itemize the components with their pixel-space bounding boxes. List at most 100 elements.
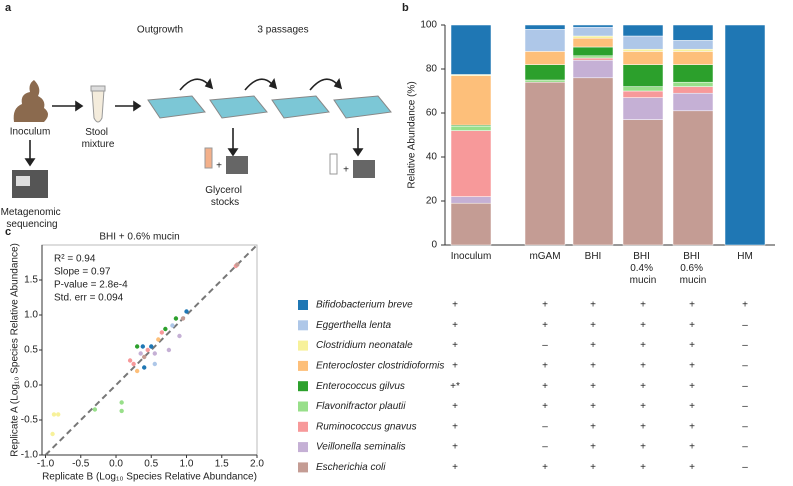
bar-segment — [572, 46, 614, 57]
legend-swatch — [298, 381, 308, 392]
legend-swatch — [298, 401, 308, 412]
legend-label: Ruminococcus gnavus — [316, 421, 417, 432]
y-tick-label: 0.0 — [24, 380, 38, 391]
panel-label: b — [402, 2, 409, 14]
point — [92, 407, 98, 412]
bar-segment — [524, 64, 566, 81]
presence-cell: + — [640, 442, 646, 453]
presence-cell: + — [542, 300, 548, 311]
legend-label: Escherichia coli — [316, 462, 386, 473]
legend-swatch — [298, 442, 308, 453]
tube-cap — [90, 85, 106, 92]
annotation: Std. err = 0.094 — [54, 293, 124, 304]
annotation: P-value = 2.8e-4 — [54, 280, 128, 291]
presence-cell: – — [742, 381, 748, 392]
bar-segment — [450, 125, 492, 131]
y-tick-label: 1.5 — [24, 275, 38, 286]
label: + — [216, 161, 222, 172]
presence-cell: + — [689, 462, 695, 473]
x-tick-label: 1.0 — [180, 459, 194, 470]
bar-segment — [622, 48, 664, 52]
presence-cell: +* — [450, 381, 460, 392]
x-tick-label: BHI 0.4% mucin — [630, 251, 657, 286]
bar-segment — [450, 130, 492, 197]
bar-segment — [450, 202, 492, 246]
legend-label: Enterocloster clostridioformis — [316, 361, 444, 372]
presence-cell: + — [452, 361, 458, 372]
point — [180, 316, 186, 321]
presence-cell: + — [640, 462, 646, 473]
bar-segment — [672, 86, 714, 94]
bar-segment — [622, 86, 664, 92]
bar-segment — [622, 90, 664, 98]
bar-segment — [524, 51, 566, 65]
presence-cell: + — [590, 320, 596, 331]
bar-segment — [450, 196, 492, 204]
presence-cell: – — [542, 340, 548, 351]
legend-swatch — [298, 462, 308, 473]
legend-swatch — [298, 421, 308, 432]
bar-segment — [524, 81, 566, 246]
presence-cell: + — [640, 361, 646, 372]
presence-cell: + — [452, 340, 458, 351]
presence-cell: – — [742, 421, 748, 432]
point — [142, 365, 147, 370]
tube-icon — [204, 147, 213, 169]
legend-swatch — [298, 320, 308, 331]
point — [131, 361, 136, 367]
presence-cell: + — [640, 320, 646, 331]
point — [56, 412, 61, 417]
point — [51, 412, 57, 417]
annotation: R² = 0.94 — [54, 254, 96, 265]
bar-segment — [672, 81, 714, 87]
y-tick-label: 20 — [426, 196, 438, 207]
presence-cell: + — [689, 361, 695, 372]
presence-cell: + — [590, 462, 596, 473]
presence-cell: + — [590, 340, 596, 351]
presence-cell: + — [590, 361, 596, 372]
point — [235, 262, 240, 267]
presence-cell: – — [742, 462, 748, 473]
point — [127, 358, 133, 363]
label: Metagenomic sequencing — [1, 207, 64, 230]
x-tick-label: mGAM — [529, 251, 560, 262]
point — [134, 368, 140, 374]
x-tick-label: BHI 0.6% mucin — [680, 251, 707, 286]
point — [173, 316, 179, 321]
bar-segment — [572, 77, 614, 246]
label: Glycerol stocks — [205, 185, 244, 208]
label: + — [343, 165, 349, 176]
legend-swatch — [298, 360, 308, 371]
presence-cell: + — [590, 300, 596, 311]
x-tick-label: -1.0 — [37, 459, 55, 470]
bar-segment — [672, 64, 714, 83]
bar-segment — [524, 79, 566, 83]
presence-cell: + — [542, 381, 548, 392]
bar-segment — [572, 24, 614, 28]
presence-cell: – — [742, 340, 748, 351]
presence-cell: + — [452, 421, 458, 432]
presence-cell: + — [689, 421, 695, 432]
panel-label: a — [5, 2, 12, 14]
bar-segment — [572, 57, 614, 61]
presence-cell: + — [590, 401, 596, 412]
bar-segment — [524, 24, 566, 30]
chart-title: BHI + 0.6% mucin — [99, 232, 179, 243]
presence-cell: – — [742, 361, 748, 372]
bar-segment — [622, 35, 664, 50]
presence-cell: + — [640, 381, 646, 392]
bar-segment — [450, 24, 492, 75]
presence-cell: + — [689, 300, 695, 311]
presence-cell: + — [640, 401, 646, 412]
presence-cell: + — [689, 381, 695, 392]
x-tick-label: 0.5 — [144, 459, 158, 470]
legend-swatch — [298, 340, 308, 351]
x-tick-label: 0.0 — [109, 459, 123, 470]
presence-cell: + — [542, 401, 548, 412]
bar-segment — [622, 24, 664, 37]
point — [152, 351, 157, 356]
y-tick-label: 0.5 — [24, 345, 38, 356]
point — [119, 408, 124, 414]
y-axis-label: Replicate A (Log₁₀ Species Relative Abun… — [10, 243, 21, 457]
